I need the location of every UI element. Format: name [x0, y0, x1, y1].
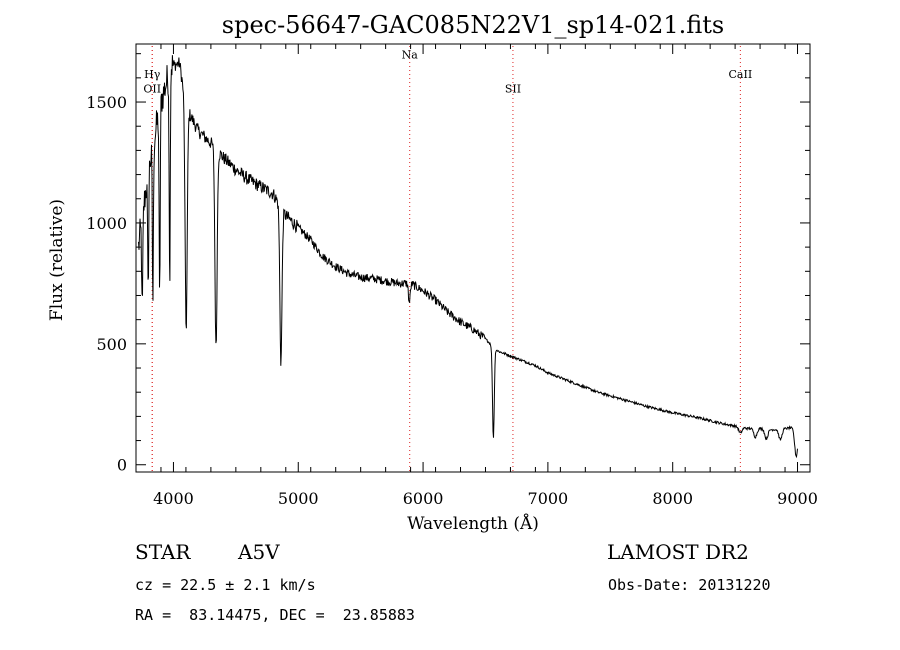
x-axis-label: Wavelength (Å): [407, 513, 539, 534]
marker-label: Hγ: [144, 68, 161, 81]
x-tick-label: 5000: [278, 489, 319, 508]
survey-name: LAMOST DR2: [607, 540, 749, 564]
x-tick-label: 8000: [652, 489, 693, 508]
y-axis-label: Flux (relative): [47, 199, 67, 321]
y-tick-label: 1500: [86, 93, 127, 112]
chart-title: spec-56647-GAC085N22V1_sp14-021.fits: [222, 11, 724, 39]
object-type: STAR: [135, 540, 191, 564]
plot-frame: [135, 43, 811, 473]
y-tick-label: 1000: [86, 214, 127, 233]
spectrum-series-line: [138, 55, 798, 459]
axis-ticks: 4000 5000 6000 7000 8000 9000 0 500 1000 1500: [86, 44, 818, 508]
y-tick-label: 0: [117, 456, 127, 475]
marker-label: SII: [505, 82, 521, 95]
redshift-value: cz = 22.5 ± 2.1 km/s: [135, 576, 316, 594]
coordinates: RA = 83.14475, DEC = 23.85883: [135, 606, 415, 624]
x-tick-label: 4000: [153, 489, 194, 508]
marker-label: CaII: [729, 68, 753, 81]
x-tick-label: 9000: [777, 489, 818, 508]
marker-label: Na: [402, 49, 419, 62]
observation-date: Obs-Date: 20131220: [608, 576, 771, 594]
x-tick-label: 6000: [403, 489, 444, 508]
marker-label: OII: [143, 82, 161, 95]
y-tick-label: 500: [96, 335, 127, 354]
x-tick-label: 7000: [528, 489, 569, 508]
spectral-subclass: A5V: [238, 540, 280, 564]
